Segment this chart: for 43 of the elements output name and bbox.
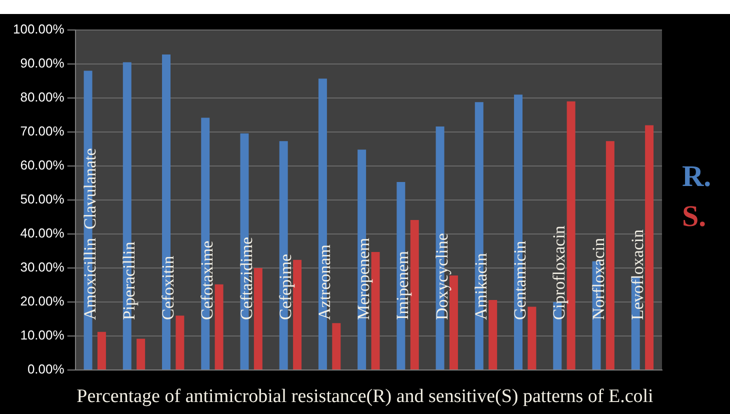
x-tick-label: Gentamicin <box>510 240 530 320</box>
y-tick-label: 10.00% <box>20 328 65 343</box>
y-tick-label: 80.00% <box>20 90 65 105</box>
y-tick-label: 20.00% <box>20 294 65 309</box>
x-tick-label: Ceftazidime <box>236 236 256 320</box>
bar <box>488 300 498 370</box>
text: R. <box>682 160 712 194</box>
x-tick-label: Ciprofloxacin <box>550 225 569 320</box>
series-label: S. <box>682 200 708 234</box>
bar <box>254 268 262 370</box>
y-tick-label: 0.00% <box>27 362 65 377</box>
y-tick-label: 90.00% <box>20 56 65 71</box>
x-tick-label: Cefoxitin <box>158 255 178 320</box>
x-tick-label: Norfloxacin <box>588 237 608 320</box>
bar <box>566 101 576 370</box>
y-tick-label: 60.00% <box>20 158 65 173</box>
y-tick-label: 40.00% <box>20 226 65 241</box>
y-tick-label: 70.00% <box>20 124 65 139</box>
x-tick-label: Meropenem <box>354 238 374 320</box>
bar <box>214 284 224 370</box>
bar <box>371 252 380 370</box>
x-tick-label: Aztreonam <box>315 244 334 320</box>
x-tick-label: Amikacin <box>471 252 490 320</box>
bar <box>293 260 302 370</box>
x-tick-label: Imipenem <box>393 251 412 320</box>
bar <box>136 338 146 370</box>
y-tick-label: 100.00% <box>12 22 65 37</box>
y-tick-label: 50.00% <box>20 192 65 207</box>
x-tick-label: Amoxicillin Clavulanate <box>80 148 100 320</box>
x-tick-label: Levofloxacin <box>628 228 647 320</box>
bar <box>332 323 341 370</box>
bar <box>410 220 419 370</box>
bar <box>528 306 536 370</box>
x-tick-label: Doxycycline <box>432 233 452 320</box>
x-tick-label: Piperacillin <box>119 241 138 320</box>
bar <box>645 125 654 370</box>
x-tick-label: Cefepime <box>276 254 295 320</box>
bar <box>606 141 614 370</box>
bar <box>97 332 106 370</box>
y-tick-label: 30.00% <box>20 260 65 275</box>
text: Percentage of antimicrobial resistance(R) and sensitive(S) patterns of E.coli <box>76 386 654 408</box>
x-tick-label: Cefotaxime <box>198 240 217 320</box>
bar <box>176 316 184 370</box>
